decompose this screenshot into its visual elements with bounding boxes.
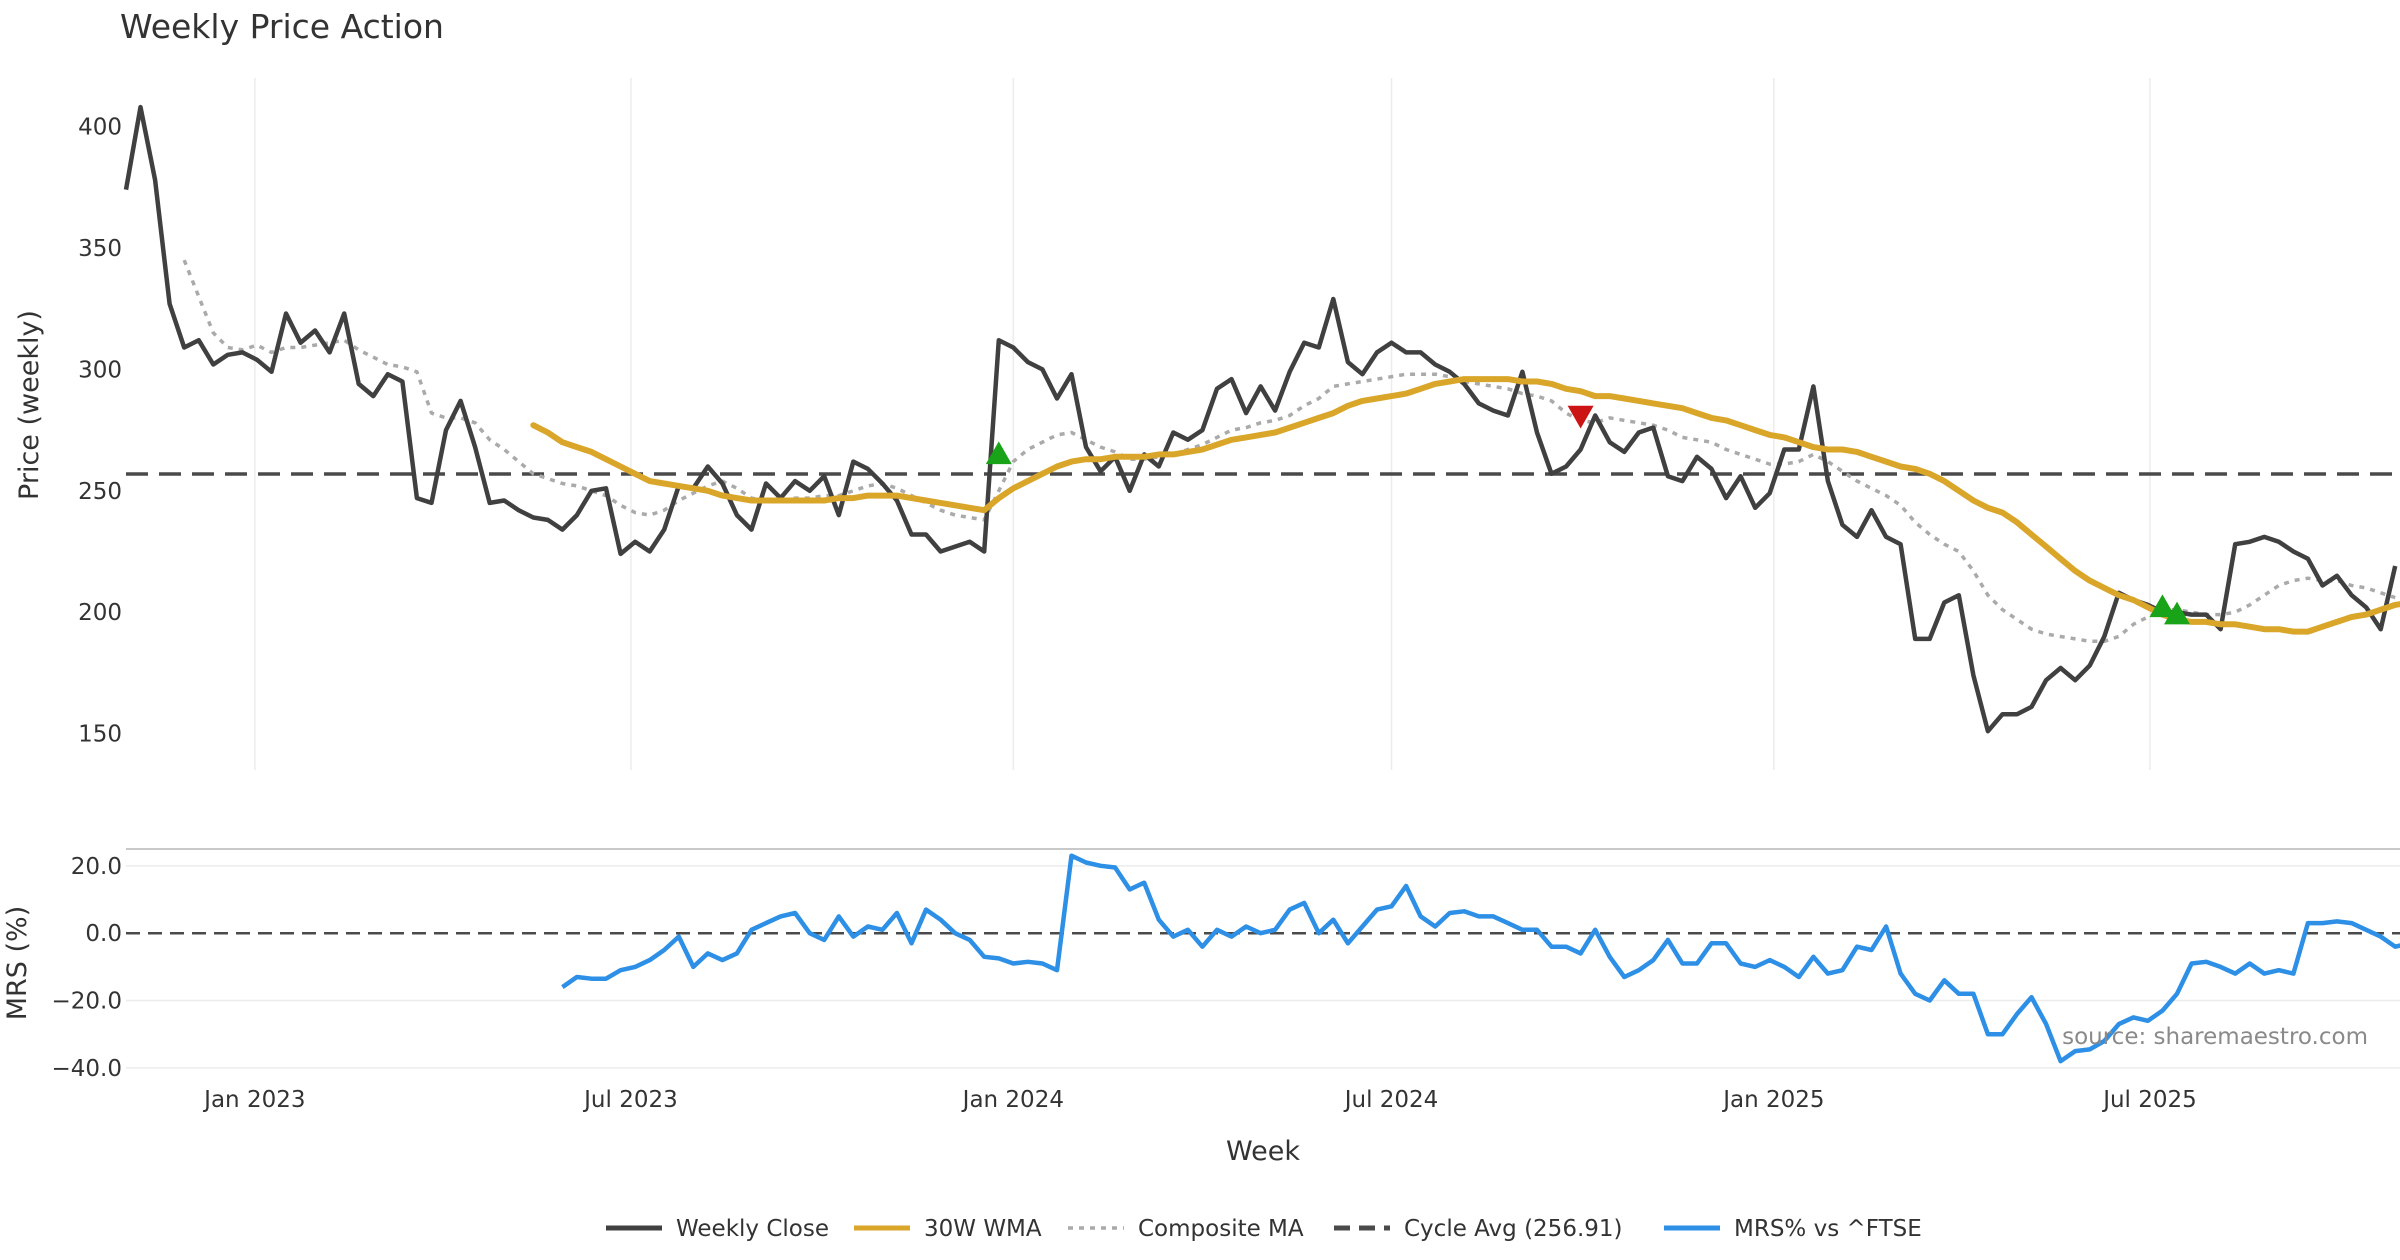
signal-markers	[985, 405, 2191, 625]
buy-signal-marker	[2149, 594, 2176, 618]
x-tick-label: Jul 2024	[1343, 1087, 1439, 1113]
x-tick-label: Jan 2024	[961, 1087, 1064, 1113]
price-y-tick-label: 300	[78, 357, 122, 383]
x-tick-label: Jan 2025	[1721, 1087, 1824, 1113]
legend: Weekly Close 30W WMA Composite MA Cycle Avg…	[606, 1216, 1922, 1242]
price-y-tick-label: 200	[78, 600, 122, 626]
buy-signal-marker	[2164, 601, 2191, 625]
source-attribution: source: sharemaestro.com	[2062, 1024, 2368, 1050]
legend-label: Cycle Avg (256.91)	[1404, 1216, 1623, 1242]
price-y-tick-label: 250	[78, 479, 122, 505]
price-y-tick-label: 150	[78, 722, 122, 748]
price-y-tick-label: 400	[78, 115, 122, 141]
chart-title: Weekly Price Action	[120, 7, 444, 46]
legend-label: 30W WMA	[924, 1216, 1042, 1242]
mrs-y-axis-label: MRS (%)	[2, 906, 33, 1021]
mrs-y-tick-label: 20.0	[71, 854, 122, 880]
mrs-series-group	[126, 853, 2400, 1064]
weekly-close-line	[123, 104, 2398, 734]
x-tick-label: Jul 2023	[582, 1087, 678, 1113]
x-tick-label: Jan 2023	[202, 1087, 305, 1113]
buy-signal-marker	[985, 441, 1012, 465]
mrs-gridlines	[126, 865, 2400, 1069]
sell-signal-marker	[1567, 405, 1594, 429]
x-tick-labels: Jan 2023 Jul 2023 Jan 2024 Jul 2024 Jan 2025…	[202, 1087, 2197, 1113]
price-y-tick-labels: 150 200 250 300 350 400	[78, 115, 122, 748]
price-gridlines	[254, 78, 2151, 770]
price-y-tick-label: 350	[78, 236, 122, 262]
price-y-axis-label: Price (weekly)	[14, 310, 45, 500]
mrs-y-tick-labels: −40.0 −20.0 0.0 20.0	[52, 854, 122, 1082]
legend-label: Weekly Close	[676, 1216, 829, 1242]
x-axis-label: Week	[1226, 1136, 1300, 1167]
wma-30w-line	[530, 376, 2400, 635]
mrs-y-tick-label: −40.0	[52, 1056, 122, 1082]
mrs-line	[561, 853, 2400, 1064]
mrs-y-tick-label: −20.0	[52, 989, 122, 1015]
price-series-group	[123, 104, 2400, 734]
composite-ma-line	[182, 259, 2396, 644]
legend-label: MRS% vs ^FTSE	[1734, 1216, 1922, 1242]
x-tick-label: Jul 2025	[2101, 1087, 2197, 1113]
mrs-y-tick-label: 0.0	[85, 921, 122, 947]
legend-label: Composite MA	[1138, 1216, 1304, 1242]
